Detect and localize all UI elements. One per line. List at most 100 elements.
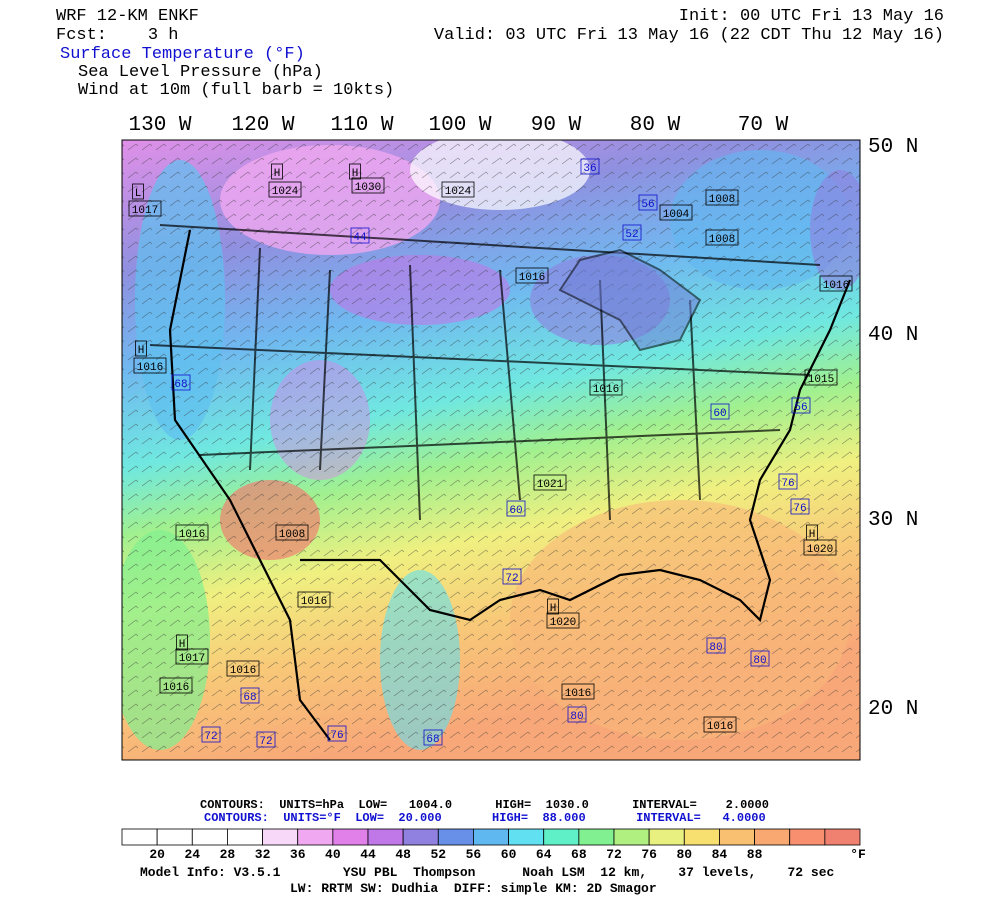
contour-label: 44	[353, 232, 367, 244]
longitude-label: 90 W	[531, 114, 582, 137]
colorbar-swatch	[227, 828, 263, 846]
contour-label: 1020	[550, 617, 576, 629]
contour-label: 1016	[593, 384, 619, 396]
colorbar-swatch	[262, 828, 299, 846]
contour-label: 1016	[519, 272, 545, 284]
colorbar-swatch	[402, 828, 439, 846]
longitude-label: 120 W	[231, 114, 294, 137]
contour-label: 72	[505, 573, 518, 585]
contour-label: 1016	[137, 362, 163, 374]
label-box	[638, 194, 658, 211]
label-box	[441, 181, 475, 198]
colorbar-label: 64	[536, 847, 552, 862]
pressure-contour-info: CONTOURS: UNITS=hPa LOW= 1004.0 HIGH= 10…	[200, 798, 769, 812]
label-box	[705, 229, 739, 246]
contour-label: 1004	[663, 209, 690, 221]
label-box	[275, 524, 309, 541]
label-box	[546, 612, 580, 629]
colorbar-label: 84	[712, 847, 728, 862]
colorbar-label: 88	[747, 847, 763, 862]
label-box	[502, 568, 522, 585]
label-box	[790, 498, 810, 515]
contour-label: 72	[204, 731, 217, 743]
label-box	[132, 183, 144, 200]
label-box	[589, 379, 623, 396]
colorbar-swatch	[578, 828, 615, 846]
label-box	[226, 660, 260, 677]
contour-label: 1024	[445, 186, 472, 198]
latitude-label: 50 N	[868, 136, 918, 159]
contour-label: 68	[243, 692, 256, 704]
forecast-hour: Fcst: 3 h	[56, 26, 178, 45]
label-box	[159, 677, 193, 694]
model-title: WRF 12-KM ENKF	[56, 7, 199, 26]
label-box	[176, 634, 188, 651]
colorbar-label: 48	[395, 847, 411, 862]
contour-label: H	[352, 168, 359, 180]
label-box	[350, 227, 370, 244]
contour-label: 1016	[301, 596, 327, 608]
label-box	[819, 275, 853, 292]
label-box	[791, 397, 811, 414]
colorbar-label: 72	[606, 847, 622, 862]
label-box	[567, 706, 587, 723]
contour-label: 1020	[807, 544, 833, 556]
label-box	[659, 204, 693, 221]
contour-label: 36	[583, 163, 596, 175]
latitude-label: 40 N	[868, 324, 918, 347]
label-box	[706, 637, 726, 654]
label-box	[515, 267, 549, 284]
contour-label: 1016	[230, 665, 256, 677]
colorbar-swatch	[297, 828, 334, 846]
contour-label: 72	[259, 736, 272, 748]
contour-label: H	[809, 529, 816, 541]
latitude-label: 20 N	[868, 698, 918, 721]
colorbar-label: 40	[325, 847, 341, 862]
contour-label: 1021	[537, 479, 564, 491]
contour-label: 80	[709, 642, 722, 654]
contour-label: H	[550, 603, 557, 615]
label-box	[271, 163, 283, 180]
contour-label: 52	[625, 229, 638, 241]
colorbar-label: 36	[290, 847, 306, 862]
label-box	[750, 650, 770, 667]
contour-label: 1017	[179, 653, 205, 665]
colorbar-label: 52	[430, 847, 446, 862]
label-box	[327, 725, 347, 742]
temperature-contour-info: CONTOURS: UNITS=°F LOW= 20.000 HIGH= 88.…	[204, 811, 766, 825]
colorbar-label: 80	[676, 847, 692, 862]
contour-label: 1016	[565, 688, 591, 700]
contour-label: 76	[781, 478, 794, 490]
colorbar-swatch	[789, 828, 826, 846]
contour-label: 1016	[163, 682, 189, 694]
contour-label: 1008	[709, 234, 735, 246]
label-box	[778, 473, 798, 490]
contour-label: H	[138, 345, 145, 357]
map-area: L 1017 H 1024 H 1030 1024 1004 1008 1008 1016 1016 H…	[122, 140, 860, 760]
field-wind: Wind at 10m (full barb = 10kts)	[78, 81, 394, 100]
contour-label: 1016	[823, 280, 849, 292]
colorbar-label: 32	[255, 847, 271, 862]
colorbar-swatch	[754, 828, 791, 846]
label-box	[703, 716, 737, 733]
label-box	[133, 357, 167, 374]
contour-label: 1008	[709, 194, 735, 206]
colorbar-label: 24	[184, 847, 200, 862]
colorbar-label: 60	[501, 847, 517, 862]
label-box	[804, 369, 838, 386]
label-box	[351, 177, 385, 194]
colorbar-swatch	[332, 828, 369, 846]
label-box	[201, 726, 221, 743]
latitude-label: 30 N	[868, 509, 918, 532]
label-box	[171, 374, 191, 391]
colorbar-label: 76	[641, 847, 657, 862]
label-box	[506, 500, 526, 517]
label-box	[135, 340, 147, 357]
longitude-label: 100 W	[428, 114, 491, 137]
label-box	[547, 598, 559, 615]
label-box	[533, 474, 567, 491]
colorbar-label: 56	[466, 847, 482, 862]
longitude-label: 110 W	[330, 114, 393, 137]
label-box	[561, 683, 595, 700]
contour-label: 56	[641, 199, 654, 211]
